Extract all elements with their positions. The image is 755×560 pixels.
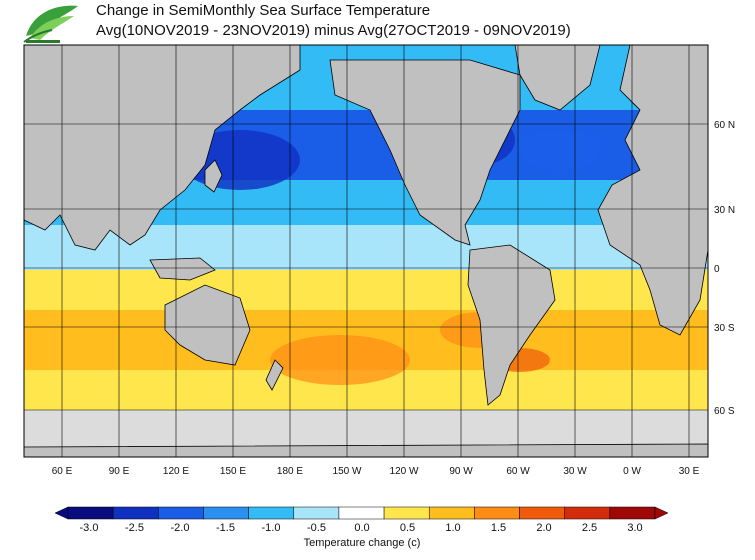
lon-label: 150 E (220, 466, 246, 477)
asia-landmass (24, 45, 301, 251)
lon-label: 60 W (506, 466, 530, 477)
lat-label: 30 N (714, 205, 735, 216)
colorbar-swatch (203, 506, 249, 520)
indonesia-landmass (149, 257, 216, 281)
lon-label: 120 W (390, 466, 419, 477)
lat-label: 60 S (714, 406, 735, 417)
colorbar-tick: -1.0 (262, 522, 281, 534)
japan-landmass (204, 159, 223, 193)
lat-label: 30 S (714, 323, 735, 334)
equatorial-warm-band (24, 270, 708, 310)
lon-axis-labels: 60 E 90 E 120 E 150 E 180 E 150 W 120 W … (52, 466, 700, 477)
colorbar-label: Temperature change (c) (304, 537, 421, 549)
lon-label: 60 E (52, 466, 73, 477)
south-america-landmass (467, 244, 556, 406)
lon-label: 150 W (333, 466, 362, 477)
colorbar-tick: 1.5 (491, 522, 506, 534)
colorbar-swatch (67, 506, 114, 520)
colorbar-swatch (474, 506, 520, 520)
colorbar-tick: 1.0 (445, 522, 460, 534)
leaf-logo-icon (23, 5, 78, 43)
australia-landmass (164, 284, 251, 366)
colorbar-tick: -0.5 (307, 522, 326, 534)
land-masses (24, 45, 708, 457)
colorbar-tick: 0.5 (400, 522, 415, 534)
colorbar-max-arrow (654, 506, 669, 520)
colorbar-swatch (338, 506, 385, 520)
colorbar-tick: -1.5 (216, 522, 235, 534)
lon-label: 120 E (163, 466, 189, 477)
colorbar-swatch (158, 506, 204, 520)
colorbar-swatch (519, 506, 565, 520)
lat-label: 60 N (714, 120, 735, 131)
colorbar-swatch (383, 506, 430, 520)
new-zealand-landmass (265, 359, 284, 391)
colorbar-swatch (428, 506, 475, 520)
chart-title-line1: Change in SemiMonthly Sea Surface Temper… (96, 2, 431, 19)
colorbar-tick: 0.0 (354, 522, 369, 534)
colorbar-swatch (564, 506, 611, 520)
colorbar-swatch (293, 506, 340, 520)
lat-label: 0 (714, 264, 720, 275)
europe-africa-landmass (597, 45, 708, 336)
lon-label: 30 E (679, 466, 700, 477)
lat-axis-labels: 60 N 30 N 0 30 S 60 S (714, 120, 735, 417)
lon-label: 90 W (449, 466, 473, 477)
colorbar-swatch (609, 506, 656, 520)
north-america-landmass (329, 59, 521, 246)
colorbar: -3.0 -2.5 -2.0 -1.5 -1.0 -0.5 0.0 0.5 1.… (54, 506, 669, 549)
colorbar-tick: -3.0 (80, 522, 99, 534)
colorbar-min-arrow (54, 506, 69, 520)
greenland-landmass (514, 45, 601, 111)
lon-label: 30 W (563, 466, 587, 477)
colorbar-tick: -2.0 (171, 522, 190, 534)
colorbar-tick: 2.5 (582, 522, 597, 534)
colorbar-tick: 3.0 (627, 522, 642, 534)
map-frame (23, 44, 709, 458)
colorbar-tick: 2.0 (536, 522, 551, 534)
chart-title-line2: Avg(10NOV2019 - 23NOV2019) minus Avg(27O… (96, 22, 571, 39)
lon-label: 180 E (277, 466, 303, 477)
lon-label: 0 W (623, 466, 641, 477)
graticule (24, 45, 708, 457)
antarctica-landmass (24, 443, 708, 457)
lon-label: 90 E (109, 466, 130, 477)
colorbar-swatch (112, 506, 159, 520)
colorbar-tick: -2.5 (125, 522, 144, 534)
colorbar-swatch (248, 506, 295, 520)
